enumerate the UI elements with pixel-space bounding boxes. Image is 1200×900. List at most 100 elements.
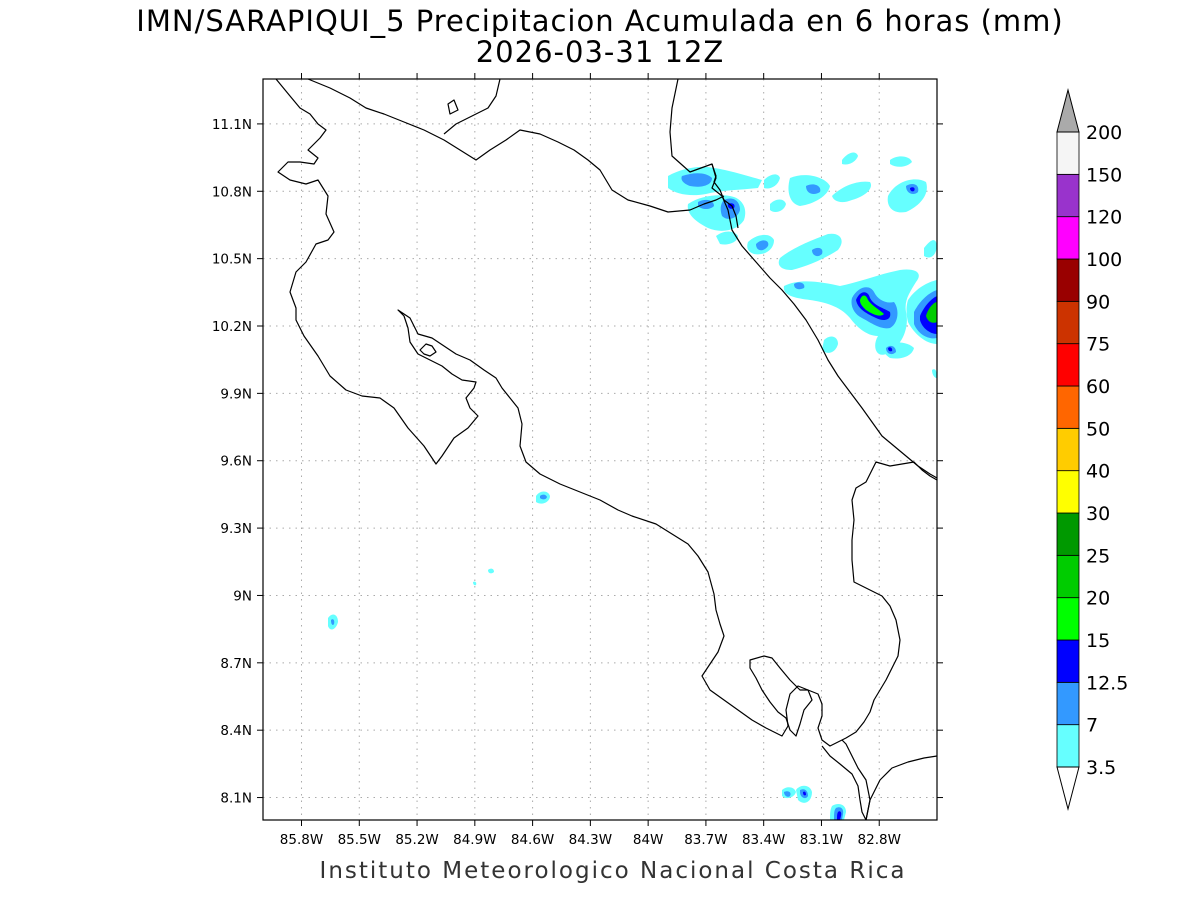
colorbar-level-label: 40 bbox=[1086, 461, 1110, 483]
rain-area-light bbox=[932, 369, 937, 378]
rain-cell bbox=[473, 581, 477, 586]
rain-area-heavy bbox=[910, 187, 915, 192]
colorbar-over-arrow bbox=[1056, 88, 1080, 133]
lon-tick-label: 85.2W bbox=[395, 832, 438, 848]
rain-area-moderate bbox=[812, 247, 823, 257]
lon-tick-label: 84.9W bbox=[453, 832, 496, 848]
pacific-coastline bbox=[275, 78, 938, 747]
map-background bbox=[263, 79, 937, 820]
colorbar-segment bbox=[1056, 681, 1080, 726]
colorbar-segment bbox=[1056, 258, 1080, 302]
colorbar-level-label: 150 bbox=[1086, 164, 1122, 186]
colorbar-segment bbox=[1056, 639, 1080, 683]
colorbar-segment bbox=[1056, 300, 1080, 345]
rain-cell bbox=[488, 568, 494, 574]
colorbar-level-label: 25 bbox=[1086, 545, 1110, 567]
colorbar-segment bbox=[1056, 216, 1080, 260]
lat-tick-label: 8.7N bbox=[220, 656, 252, 672]
lat-tick-label: 9.9N bbox=[220, 386, 252, 402]
rain-area-light bbox=[924, 240, 937, 258]
lon-tick-label: 84.3W bbox=[569, 832, 612, 848]
colorbar-segment bbox=[1056, 131, 1080, 175]
rain-cell bbox=[540, 494, 547, 500]
map-frame bbox=[262, 78, 938, 821]
rain-area-moderate bbox=[756, 240, 769, 251]
lat-tick-label: 11.1N bbox=[212, 117, 252, 133]
title-line-1: IMN/SARAPIQUI_5 Precipitacion Acumulada … bbox=[136, 4, 1063, 38]
colorbar-segment bbox=[1056, 427, 1080, 472]
lat-tick-label: 9.3N bbox=[220, 521, 252, 537]
colorbar-level-label: 120 bbox=[1086, 207, 1122, 229]
footer-credit: Instituto Meteorologico Nacional Costa R… bbox=[320, 858, 907, 884]
rain-area-light bbox=[716, 231, 738, 245]
rain-cell bbox=[784, 791, 791, 797]
lon-tick-label: 83.4W bbox=[742, 832, 785, 848]
lon-tick-label: 84W bbox=[633, 832, 664, 848]
lat-tick-label: 8.4N bbox=[220, 723, 252, 739]
rain-area-light bbox=[822, 336, 838, 353]
rain-area-light bbox=[764, 174, 780, 189]
rain-area-light bbox=[770, 199, 786, 212]
nicoya-gulf-island bbox=[419, 343, 437, 357]
lat-tick-label: 10.5N bbox=[212, 252, 252, 268]
lon-tick-label: 85.8W bbox=[280, 832, 323, 848]
colorbar-level-label: 200 bbox=[1086, 122, 1122, 144]
title-line-2: 2026-03-31 12Z bbox=[476, 35, 725, 69]
lon-tick-label: 85.5W bbox=[338, 832, 381, 848]
colorbar-segment bbox=[1056, 343, 1080, 387]
colorbar-level-label: 3.5 bbox=[1086, 757, 1116, 779]
rain-area-moderate bbox=[681, 173, 712, 187]
burica-peninsula bbox=[821, 745, 867, 821]
rain-area-intense bbox=[926, 302, 937, 323]
colorbar-level-label: 20 bbox=[1086, 588, 1110, 610]
lake-shore bbox=[447, 99, 459, 115]
colorbar-level-label: 30 bbox=[1086, 503, 1110, 525]
colorbar-segment bbox=[1056, 385, 1080, 429]
rain-area-light bbox=[890, 156, 912, 167]
lat-tick-label: 10.2N bbox=[212, 319, 252, 335]
colorbar-level-label: 60 bbox=[1086, 376, 1110, 398]
colorbar-under-arrow bbox=[1056, 766, 1080, 811]
colorbar-level-label: 75 bbox=[1086, 334, 1110, 356]
colorbar-level-label: 7 bbox=[1086, 715, 1098, 737]
coastline bbox=[275, 78, 938, 821]
rain-area-light bbox=[842, 152, 858, 165]
rain-area-light bbox=[832, 181, 872, 203]
lat-tick-label: 9.6N bbox=[220, 454, 252, 470]
pacific-coast-south bbox=[865, 755, 938, 821]
rain-area-intense bbox=[860, 295, 884, 316]
map-panel: 85.8W 85.5W 85.2W 84.9W 84.6W 84.3W 84W 83.7W 83… bbox=[212, 73, 943, 848]
lon-tick-label: 84.6W bbox=[511, 832, 554, 848]
colorbar: 3.5 7 12.5 15 20 25 30 40 50 60 75 90 100 120 150 200 bbox=[1056, 88, 1128, 811]
colorbar-level-label: 50 bbox=[1086, 418, 1110, 440]
colorbar-segment bbox=[1056, 512, 1080, 556]
lat-tick-label: 10.8N bbox=[212, 184, 252, 200]
rain-area-light bbox=[778, 233, 842, 270]
colorbar-level-label: 100 bbox=[1086, 249, 1122, 271]
rain-cluster-east bbox=[783, 269, 937, 378]
caribbean-coastline bbox=[669, 78, 938, 479]
colorbar-segment bbox=[1056, 554, 1080, 599]
colorbar-segment bbox=[1056, 597, 1080, 641]
colorbar-segment bbox=[1056, 470, 1080, 514]
lake-nicaragua-shore bbox=[443, 78, 501, 135]
colorbar-segment bbox=[1056, 173, 1080, 218]
lon-tick-label: 83.7W bbox=[684, 832, 727, 848]
lon-tick-label: 83.1W bbox=[800, 832, 843, 848]
colorbar-segment bbox=[1056, 724, 1080, 768]
rain-area-heavy bbox=[888, 347, 893, 352]
colorbar-level-label: 90 bbox=[1086, 291, 1110, 313]
lon-tick-label: 82.8W bbox=[858, 832, 901, 848]
lat-tick-label: 8.1N bbox=[220, 791, 252, 807]
colorbar-level-label: 12.5 bbox=[1086, 672, 1128, 694]
golfo-dulce-coast bbox=[749, 655, 813, 737]
rain-cell bbox=[803, 791, 806, 796]
caribbean-coast-river bbox=[711, 163, 739, 229]
axis-ticks: 85.8W 85.5W 85.2W 84.9W 84.6W 84.3W 84W 83.7W 83… bbox=[212, 73, 943, 848]
rain-cell bbox=[331, 619, 335, 625]
rain-area-moderate bbox=[806, 184, 821, 194]
graticule bbox=[263, 79, 937, 820]
rain-cell bbox=[837, 811, 842, 820]
rain-area-moderate bbox=[794, 282, 805, 290]
